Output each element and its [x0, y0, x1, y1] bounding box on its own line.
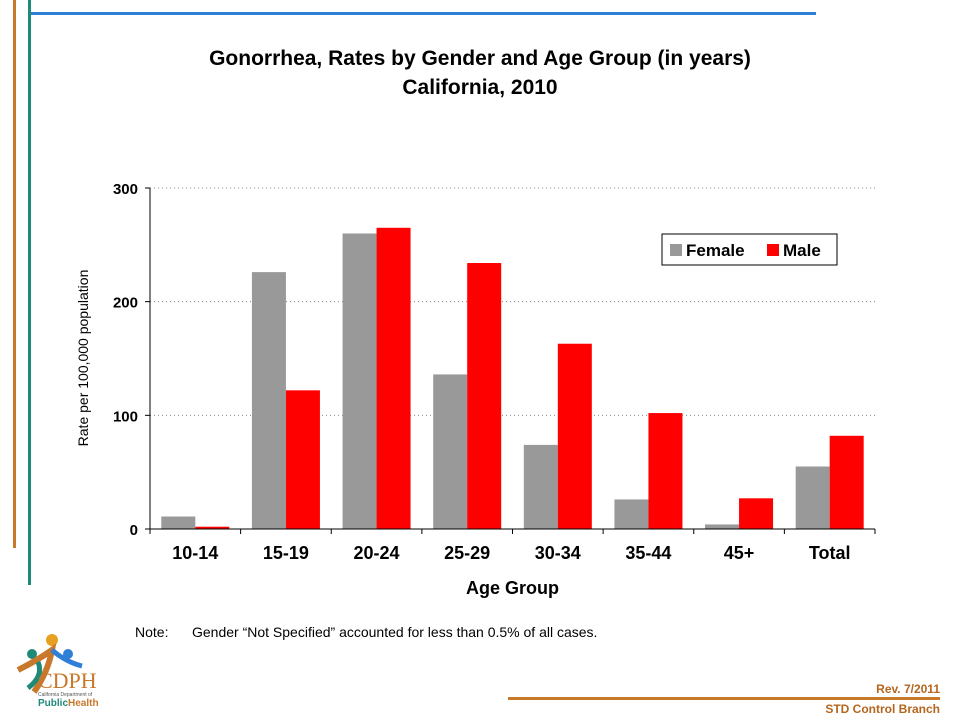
cdph-acronym: CDPH [38, 668, 97, 693]
bar-male-15-19 [285, 390, 320, 529]
health-word: Health [68, 698, 99, 709]
x-tick-label: 45+ [724, 543, 755, 563]
note: Note: Gender “Not Specified” accounted fo… [135, 624, 597, 640]
bar-male-10-14 [195, 526, 230, 529]
bar-male-30-34 [557, 343, 592, 529]
note-text: Gender “Not Specified” accounted for les… [192, 624, 598, 640]
legend-label-male: Male [783, 241, 821, 260]
x-tick-label: 10-14 [172, 543, 218, 563]
legend-box [661, 233, 838, 266]
left-teal-line [28, 0, 31, 585]
bar-female-45+ [705, 524, 740, 529]
bar-male-25-29 [467, 263, 502, 529]
revision-date: Rev. 7/2011 [876, 682, 940, 696]
legend-swatch-female [670, 244, 682, 256]
public-health-wordmark: PublicHealth [38, 698, 99, 709]
x-tick-label: 25-29 [444, 543, 490, 563]
left-orange-line [13, 0, 16, 548]
bar-male-Total [829, 435, 864, 529]
y-tick-label: 300 [113, 181, 138, 198]
bar-male-20-24 [376, 227, 411, 530]
y-tick-label: 0 [130, 522, 138, 539]
bar-female-15-19 [251, 272, 286, 529]
bar-female-35-44 [614, 499, 649, 529]
bar-male-45+ [739, 498, 774, 529]
x-tick-label: 15-19 [263, 543, 309, 563]
x-tick-label: 35-44 [625, 543, 671, 563]
top-blue-line [30, 12, 816, 15]
y-axis-title: Rate per 100,000 population [75, 270, 91, 447]
y-tick-label: 200 [113, 295, 138, 312]
x-tick-label: Total [809, 543, 851, 563]
bar-female-25-29 [433, 374, 468, 529]
cdph-logo: CDPH California Department of PublicHeal… [8, 632, 113, 712]
chart-title-line1: Gonorrhea, Rates by Gender and Age Group… [209, 47, 751, 70]
bar-female-10-14 [161, 516, 196, 529]
legend-label-female: Female [686, 241, 745, 260]
bar-female-20-24 [342, 233, 377, 529]
bar-male-35-44 [648, 413, 683, 529]
x-tick-label: 20-24 [354, 543, 400, 563]
branch-name: STD Control Branch [825, 702, 940, 716]
bar-female-Total [795, 466, 830, 529]
bottom-orange-line [508, 697, 940, 700]
x-axis-title: Age Group [466, 578, 559, 598]
chart-title-line2: California, 2010 [402, 76, 558, 99]
x-tick-label: 30-34 [535, 543, 581, 563]
cdph-logo-figure-icon [16, 634, 83, 694]
y-tick-label: 100 [113, 408, 138, 425]
note-label: Note: [135, 624, 169, 640]
public-word: Public [38, 698, 69, 709]
legend-swatch-male [767, 244, 779, 256]
bar-female-30-34 [523, 444, 558, 529]
cdph-dept-line: California Department of [38, 692, 93, 698]
